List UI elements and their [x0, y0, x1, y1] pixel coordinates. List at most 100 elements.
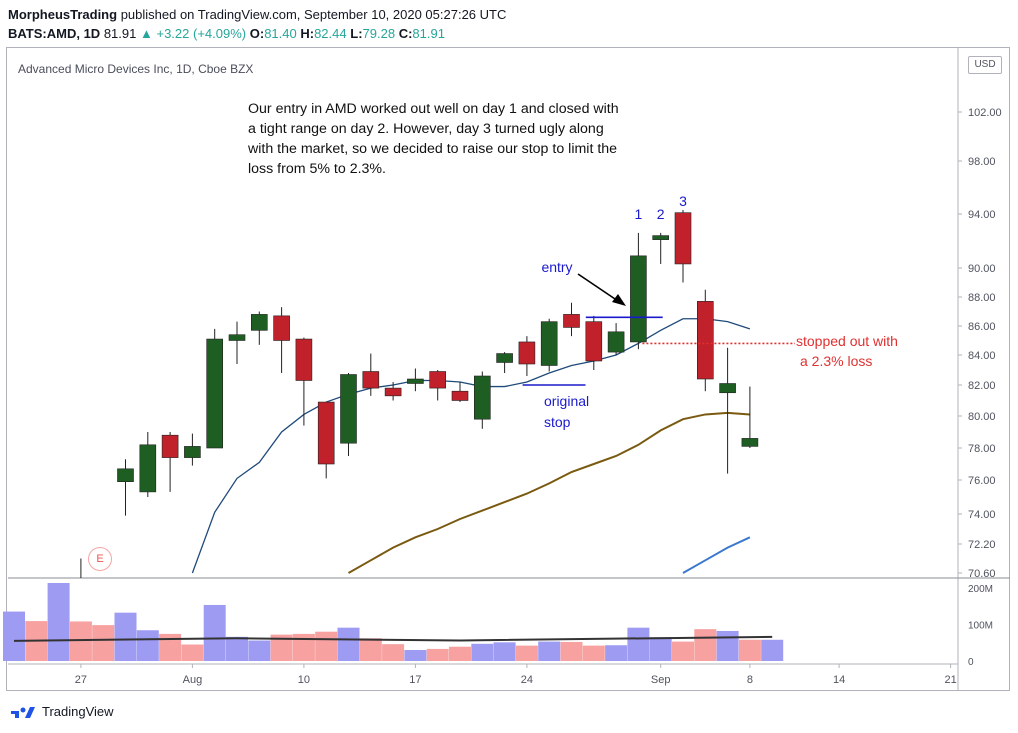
price-tick-label: 90.00 [968, 263, 996, 275]
volume-bar [69, 621, 92, 661]
candle-up [139, 444, 157, 493]
candle-up [719, 383, 736, 394]
candle-up [496, 353, 513, 363]
time-tick-label: 27 [75, 674, 87, 686]
volume-bar [136, 630, 159, 661]
candle-down [563, 314, 580, 328]
price-tick-label: 72.20 [968, 539, 996, 551]
publish-line: MorpheusTrading published on TradingView… [8, 7, 506, 22]
volume-bar [159, 633, 182, 661]
volume-bar [203, 604, 226, 661]
high-label: H: [300, 26, 315, 41]
candle-up [540, 321, 558, 366]
volume-bar [560, 641, 583, 661]
volume-bar [47, 583, 70, 661]
candle-up [407, 378, 424, 384]
close-label: C: [398, 26, 413, 41]
day3-label: 3 [679, 193, 687, 209]
candle-down [362, 371, 380, 389]
candle-up [228, 334, 246, 341]
price-tick-label: 88.00 [968, 292, 996, 304]
candle-down [451, 390, 469, 401]
publish-info: published on TradingView.com, September … [120, 7, 507, 22]
tradingview-logo-icon [11, 706, 35, 718]
price-tick-label: 86.00 [968, 321, 996, 333]
candle-up [206, 338, 223, 449]
time-tick-label: 21 [944, 674, 956, 686]
candle-down [674, 212, 692, 265]
volume-bar [716, 630, 739, 661]
open-value: 81.40 [264, 26, 297, 41]
sma50-line [348, 411, 750, 574]
volume-tick-label: 200M [968, 584, 993, 595]
footer-brand[interactable]: TradingView [10, 704, 114, 719]
volume-bar [426, 648, 449, 661]
volume-bar [226, 636, 248, 661]
stopped-out-label: stopped out with [796, 333, 898, 349]
currency-button[interactable]: USD [968, 56, 1002, 74]
candle-down [161, 434, 179, 458]
earnings-badge[interactable]: E [88, 547, 112, 571]
volume-bars [3, 583, 784, 661]
candle-up [473, 375, 491, 420]
candle-up [340, 374, 357, 444]
volume-bar [315, 631, 338, 661]
volume-bar [337, 627, 360, 661]
volume-bar [538, 641, 561, 661]
price-tick-label: 70.60 [968, 568, 996, 580]
volume-bar [582, 645, 605, 661]
chart-title: Advanced Micro Devices Inc, 1D, Cboe BZX [18, 62, 254, 76]
volume-bar [3, 611, 25, 661]
volume-bar [382, 644, 405, 661]
time-tick-label: 24 [521, 674, 533, 686]
price-tick-label: 84.00 [968, 350, 996, 362]
volume-bar [672, 641, 694, 661]
volume-tick-label: 0 [968, 657, 974, 668]
close-value: 81.91 [412, 26, 445, 41]
volume-bar [449, 646, 471, 661]
volume-bar [404, 650, 427, 661]
candle-down [429, 371, 447, 389]
volume-bar [181, 644, 204, 661]
candle-down [295, 338, 313, 381]
volume-bar [738, 639, 761, 661]
price-tick-label: 98.00 [968, 156, 996, 168]
price-tick-label: 74.00 [968, 509, 996, 521]
price-tick-label: 82.00 [968, 380, 996, 392]
candle-up [607, 331, 625, 353]
volume-bar [248, 640, 271, 661]
candle-down [384, 387, 402, 397]
low-value: 79.28 [362, 26, 396, 41]
author-name[interactable]: MorpheusTrading [8, 7, 118, 22]
chart-frame [6, 47, 1010, 691]
chart-note: Our entry in AMD worked out well on day … [248, 101, 619, 177]
day2-label: 2 [657, 206, 665, 222]
volume-bar [114, 612, 137, 661]
ema-line [191, 318, 751, 574]
candle-up [652, 235, 670, 240]
price-tick-label: 78.00 [968, 443, 996, 455]
open-label: O: [249, 26, 265, 41]
candle-down [317, 401, 335, 465]
candle-up [251, 314, 268, 331]
candle-down [518, 341, 536, 365]
price-tick-label: 94.00 [968, 209, 996, 221]
volume-bar [761, 639, 784, 661]
volume-average-line [13, 635, 773, 642]
volume-bar [270, 634, 293, 661]
volume-bar [471, 643, 494, 661]
volume-bar [292, 633, 315, 661]
volume-bar [694, 629, 717, 661]
footer-brand-label: TradingView [42, 704, 114, 719]
candle-up [630, 255, 647, 343]
candle-down [696, 301, 714, 380]
volume-tick-label: 100M [968, 620, 993, 631]
candle-down [273, 315, 290, 341]
low-label: L: [350, 26, 363, 41]
entry-label: entry [541, 259, 572, 275]
candle-down [585, 321, 603, 362]
stopped-out-label: a 2.3% loss [800, 353, 872, 369]
last-price: 81.91 [103, 26, 137, 41]
price-pane [80, 210, 795, 578]
